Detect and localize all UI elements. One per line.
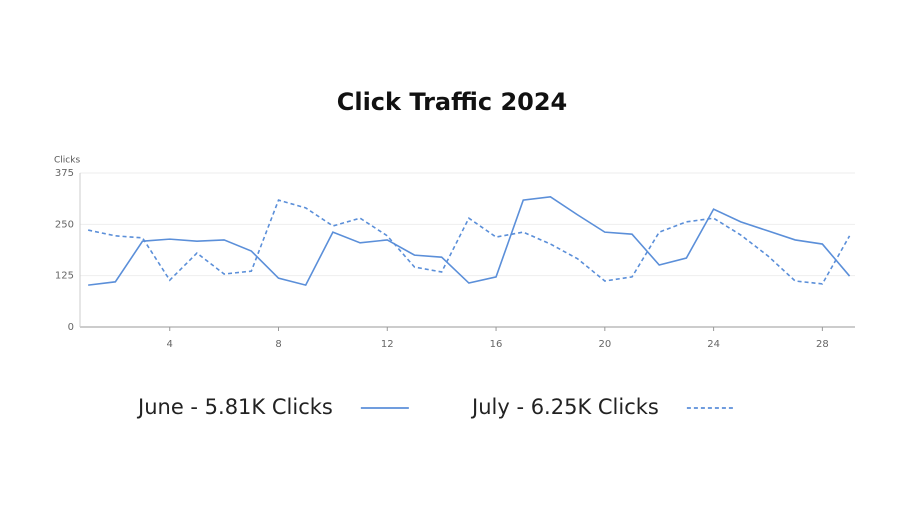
x-tick-label: 28 [816,339,829,350]
y-tick-label: 0 [68,322,74,333]
series-line [87,199,851,285]
legend-label: June - 5.81K Clicks [136,395,333,419]
y-axis-label: Clicks [54,156,80,166]
x-tick-label: 24 [707,339,720,350]
x-tick-label: 8 [275,339,281,350]
y-tick-label: 125 [55,271,74,282]
x-tick-label: 20 [598,339,611,350]
x-tick-label: 4 [167,339,173,350]
legend-label: July - 6.25K Clicks [470,395,659,419]
y-tick-label: 375 [55,168,74,179]
y-tick-label: 250 [55,219,74,230]
chart-title: Click Traffic 2024 [337,88,568,116]
x-tick-label: 12 [381,339,394,350]
x-tick-label: 16 [490,339,503,350]
series-line [88,195,851,287]
